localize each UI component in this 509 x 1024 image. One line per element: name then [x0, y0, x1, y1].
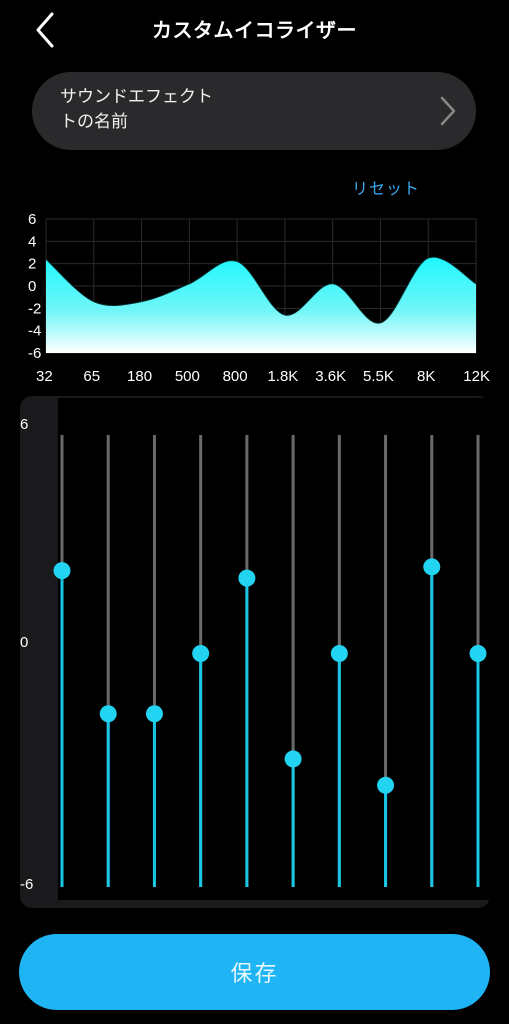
sound-effect-name-card[interactable]: サウンドエフェクト トの名前 — [32, 72, 476, 150]
save-button[interactable]: 保存 — [19, 934, 490, 1010]
curve-band-label: 800 — [223, 368, 248, 385]
eq-curve-chart: 6 4 2 0 -2 -4 -6 32 65 180 500 800 1.8K 3.6K 5.5K 8K 12… — [28, 211, 490, 385]
curve-y-tick: 0 — [28, 278, 36, 295]
curve-y-axis: 6 4 2 0 -2 -4 -6 — [28, 211, 41, 362]
sound-effect-name: サウンドエフェクト トの名前 — [60, 85, 260, 135]
header: カスタムイコライザー — [0, 0, 509, 60]
back-button[interactable] — [30, 10, 66, 50]
curve-band-label: 500 — [175, 368, 200, 385]
sound-effect-name-line1: サウンドエフェクト — [60, 87, 213, 107]
eq-curve-area — [46, 257, 476, 353]
chevron-left-icon — [36, 12, 54, 48]
save-button-label: 保存 — [230, 961, 279, 986]
curve-band-label: 65 — [83, 368, 100, 385]
chevron-right-icon — [440, 96, 456, 126]
sound-effect-name-line2: トの名前 — [60, 112, 128, 132]
eq-slider-area — [58, 398, 490, 900]
page-title: カスタムイコライザー — [152, 18, 357, 42]
curve-y-tick: -4 — [28, 323, 41, 340]
curve-y-tick: 2 — [28, 256, 36, 273]
curve-y-tick: 4 — [28, 233, 36, 250]
eq-label-max: 6 — [20, 416, 29, 433]
eq-slider-panel — [20, 396, 490, 908]
curve-band-label: 1.8K — [267, 368, 298, 385]
eq-label-min: -6 — [20, 876, 34, 893]
curve-band-label: 32 — [36, 368, 53, 385]
reset-button[interactable]: リセット — [352, 179, 421, 198]
curve-band-label: 180 — [127, 368, 152, 385]
eq-curve-line — [45, 256, 477, 324]
curve-y-tick: -6 — [28, 345, 41, 362]
curve-y-tick: -2 — [28, 300, 41, 317]
curve-y-tick: 6 — [28, 211, 36, 228]
curve-band-label: 8K — [417, 368, 435, 385]
curve-band-label: 5.5K — [363, 368, 394, 385]
curve-band-label: 12K — [463, 368, 490, 385]
eq-label-zero: 0 — [20, 634, 29, 651]
curve-x-axis: 32 65 180 500 800 1.8K 3.6K 5.5K 8K 12K — [36, 368, 490, 385]
curve-band-label: 3.6K — [315, 368, 346, 385]
